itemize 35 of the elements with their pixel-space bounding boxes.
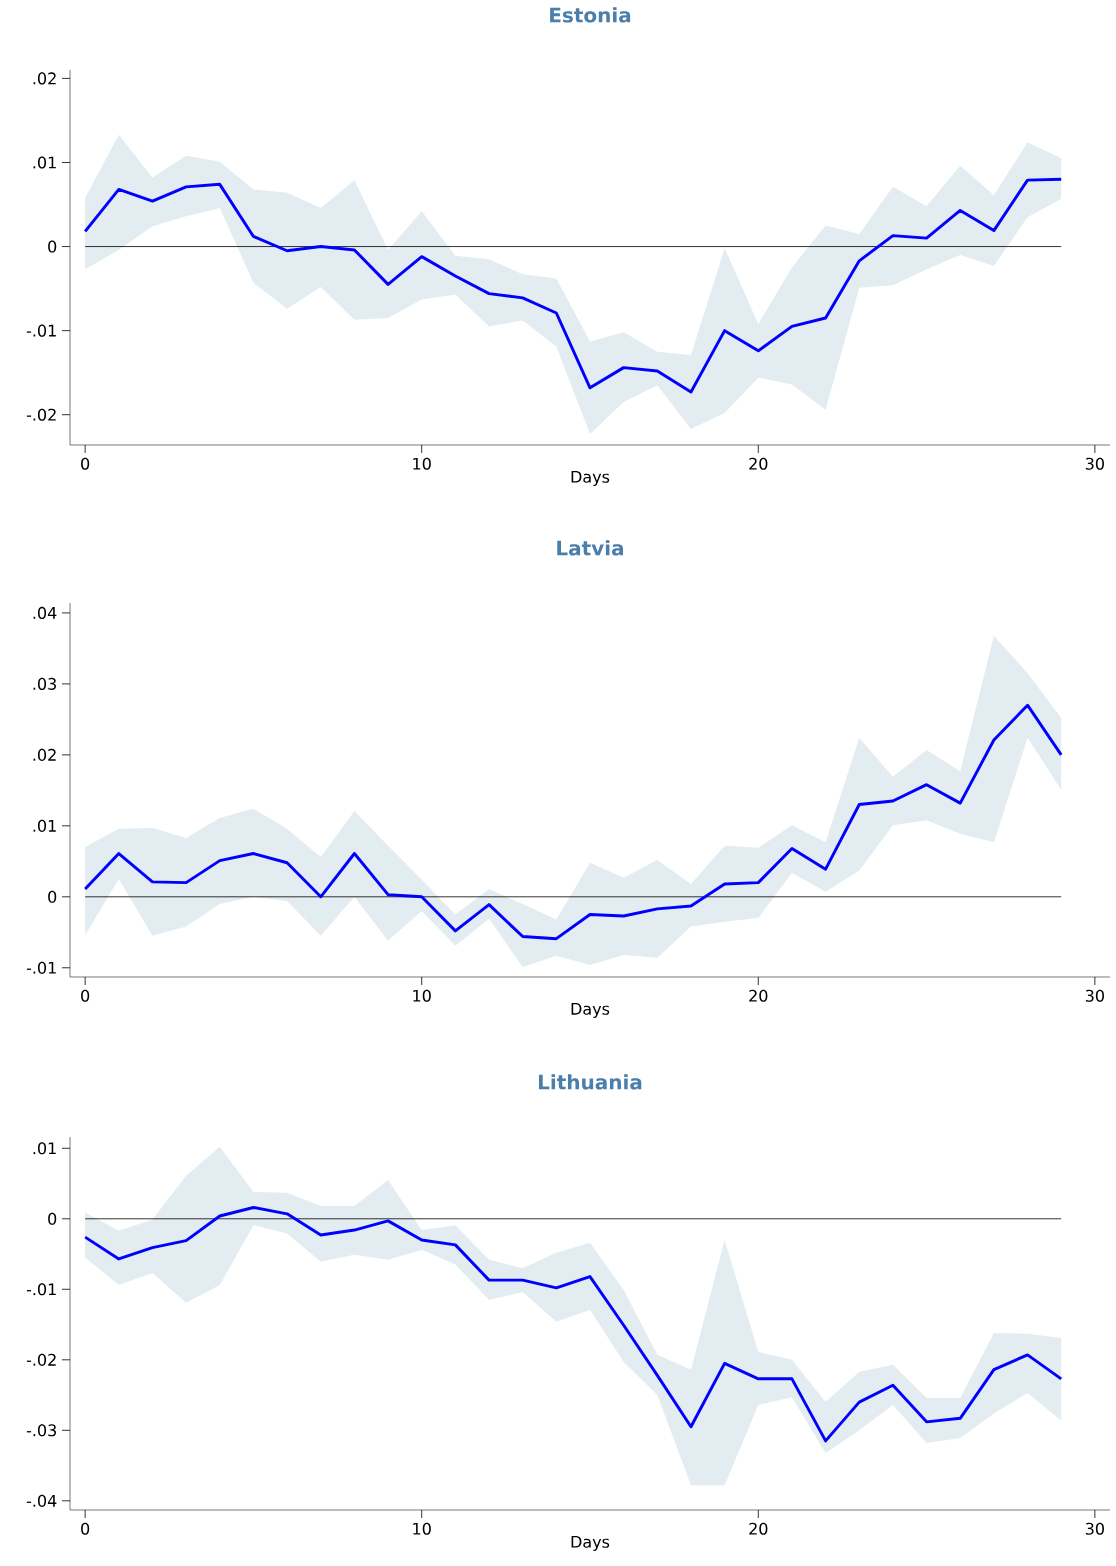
- x-axis-title: Days: [571, 1002, 610, 1018]
- y-tick-label: -.04: [26, 1494, 57, 1507]
- x-axis-title: Days: [571, 470, 610, 486]
- y-tick-label: .01: [33, 156, 56, 169]
- y-tick-label: .01: [33, 1142, 56, 1155]
- y-tick-label: .03: [33, 677, 56, 690]
- y-tick-label: .04: [33, 606, 57, 619]
- chart-title: Lithuania: [538, 1074, 642, 1090]
- x-tick-label: 20: [749, 457, 768, 470]
- y-tick-label: 0: [48, 240, 57, 253]
- x-tick-label: 10: [413, 457, 431, 470]
- y-tick-label: -.03: [26, 1424, 56, 1437]
- y-tick-label: -.02: [26, 1353, 56, 1366]
- y-tick-label: -.02: [26, 408, 56, 421]
- y-tick-label: -.01: [26, 961, 56, 974]
- x-tick-label: 10: [413, 1522, 431, 1535]
- x-tick-label: 30: [1085, 457, 1104, 470]
- y-tick-label: -.01: [26, 1283, 56, 1296]
- x-tick-label: 10: [413, 989, 431, 1002]
- y-tick-label: 0: [48, 890, 57, 903]
- x-tick-label: 20: [749, 1522, 768, 1535]
- y-tick-label: .02: [33, 748, 56, 761]
- x-tick-label: 30: [1085, 989, 1104, 1002]
- y-tick-label: .02: [33, 72, 56, 85]
- chart-title: Estonia: [550, 7, 631, 23]
- x-tick-label: 0: [81, 989, 90, 1002]
- chart-title: Latvia: [557, 540, 624, 556]
- x-tick-label: 20: [749, 989, 768, 1002]
- y-tick-label: -.01: [26, 324, 56, 337]
- y-tick-label: .01: [33, 819, 56, 832]
- x-tick-label: 0: [81, 1522, 90, 1535]
- y-tick-label: 0: [48, 1212, 57, 1225]
- x-tick-label: 0: [81, 457, 90, 470]
- x-axis-title: Days: [571, 1535, 610, 1551]
- x-tick-label: 30: [1085, 1522, 1104, 1535]
